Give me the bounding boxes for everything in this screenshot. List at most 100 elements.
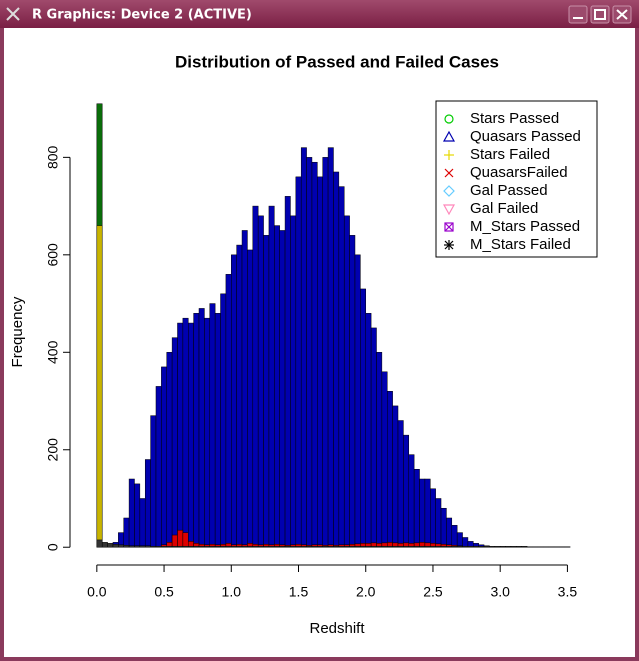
bar: [322, 157, 329, 548]
bar: [209, 546, 216, 548]
bar: [413, 469, 420, 548]
x-tick-label: 1.0: [222, 584, 242, 600]
bar: [257, 215, 264, 548]
bar: [403, 434, 410, 548]
bar: [198, 546, 205, 548]
bar: [118, 544, 124, 548]
bar: [182, 532, 189, 548]
bar: [360, 288, 366, 548]
x-tick-label: 2.0: [356, 584, 376, 600]
bar: [150, 415, 157, 548]
bar: [349, 235, 356, 548]
legend-symbol: [442, 130, 456, 142]
bar: [177, 529, 184, 548]
bar: [440, 507, 447, 548]
bar: [300, 147, 307, 548]
bar: [268, 546, 275, 548]
bar: [462, 537, 469, 548]
legend-symbol: [443, 185, 455, 197]
bar: [365, 313, 372, 548]
bar: [521, 546, 528, 548]
bar: [354, 254, 361, 548]
bar: [376, 546, 383, 548]
bar: [214, 546, 221, 548]
bar: [338, 546, 345, 548]
symbol-stroke: [443, 185, 455, 197]
bar: [274, 225, 280, 548]
bar: [408, 454, 415, 548]
x-tick-label: 1.5: [289, 584, 309, 600]
bar: [268, 205, 275, 548]
bar: [333, 171, 340, 548]
bar: [214, 313, 221, 548]
symbol-stroke: [442, 204, 456, 216]
chart-title: Distribution of Passed and Failed Cases: [175, 52, 499, 71]
bar: [166, 546, 173, 548]
bar: [338, 186, 345, 548]
bar: [166, 352, 173, 548]
bar: [322, 546, 329, 548]
bar: [327, 147, 334, 548]
bar: [241, 230, 248, 548]
maximize-button[interactable]: [590, 5, 610, 24]
bar: [171, 534, 178, 548]
bar: [171, 546, 178, 548]
bar: [161, 366, 167, 548]
close-button[interactable]: [612, 5, 632, 24]
bar: [101, 542, 108, 548]
bar: [171, 337, 178, 548]
bar: [295, 176, 302, 548]
bar: [236, 244, 243, 548]
bar: [499, 546, 506, 548]
legend-box: [435, 100, 598, 258]
minimize-button[interactable]: [568, 5, 588, 24]
bar: [193, 313, 200, 548]
bar: [462, 546, 469, 548]
bar: [446, 546, 453, 548]
bar: [311, 161, 318, 548]
symbol-stroke: [444, 222, 454, 232]
bar: [440, 546, 447, 548]
legend-symbol: [444, 150, 454, 160]
bar: [123, 545, 130, 548]
bar: [408, 546, 415, 548]
bar: [365, 546, 372, 548]
x-tick-label: 0.0: [87, 584, 107, 600]
y-tick-label: 600: [45, 243, 61, 267]
bar: [435, 498, 442, 548]
bar: [505, 546, 512, 548]
bar: [327, 546, 334, 548]
bar: [403, 546, 410, 548]
bar: [473, 546, 479, 548]
bar: [494, 546, 501, 548]
legend-symbol: [444, 168, 454, 178]
bar: [397, 420, 404, 548]
legend-symbol: [442, 204, 456, 216]
bar: [139, 545, 146, 548]
bar: [306, 546, 313, 548]
bar: [360, 546, 366, 548]
bar: [456, 546, 463, 548]
axes: 0.0 0.5 1.0 1.5 2.0 2.5 3.0 3.5 0 200 400 600 800: [45, 145, 578, 599]
bar: [188, 546, 194, 548]
bar: [451, 546, 458, 548]
bar: [306, 157, 313, 548]
bar: [381, 371, 388, 548]
bar: [198, 308, 205, 548]
symbol-stroke: [444, 168, 454, 178]
bar: [295, 546, 302, 548]
legend-label: M_Stars Passed: [470, 218, 580, 235]
bar: [386, 391, 393, 548]
bar: [317, 176, 323, 548]
legend-label: Stars Passed: [470, 110, 559, 127]
bar: [128, 478, 135, 548]
bar: [220, 293, 227, 548]
y-tick-label: 0: [45, 543, 61, 551]
x-tick-label: 2.5: [423, 584, 443, 600]
bar: [150, 546, 157, 548]
bar: [419, 546, 426, 548]
bar: [123, 517, 130, 548]
bar: [413, 546, 420, 548]
bar: [144, 545, 151, 548]
bar: [188, 322, 194, 548]
